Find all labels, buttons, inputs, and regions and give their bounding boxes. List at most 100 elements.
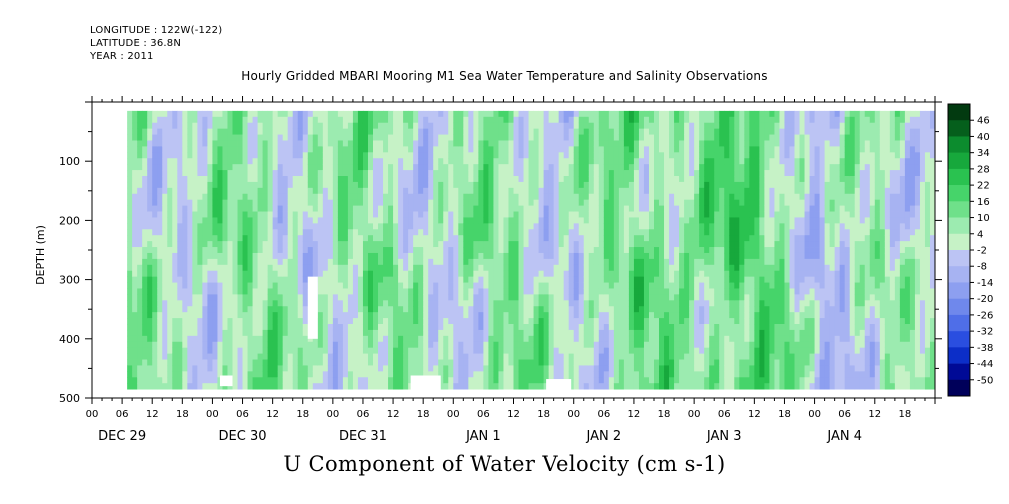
heatmap-cell: [654, 359, 660, 366]
heatmap-cell: [137, 241, 143, 248]
heatmap-cell: [498, 324, 504, 331]
heatmap-cell: [498, 110, 504, 118]
heatmap-cell: [152, 329, 158, 337]
heatmap-cell: [182, 359, 188, 366]
heatmap-cell: [553, 294, 560, 301]
heatmap-cell: [373, 371, 379, 378]
heatmap-cell: [613, 341, 620, 349]
heatmap-cell: [207, 146, 213, 153]
heatmap-cell: [548, 312, 555, 319]
heatmap-cell: [503, 264, 509, 272]
heatmap-cell: [252, 247, 258, 254]
heatmap-cell: [408, 217, 414, 224]
heatmap-cell: [292, 122, 299, 130]
heatmap-cell: [608, 247, 615, 254]
heatmap-cell: [573, 335, 580, 343]
heatmap-cell: [247, 158, 253, 165]
heatmap-cell: [157, 128, 163, 135]
heatmap-cell: [307, 235, 314, 242]
heatmap-cell: [528, 217, 534, 224]
heatmap-cell: [598, 205, 605, 212]
heatmap-cell: [352, 282, 359, 289]
heatmap-cell: [267, 318, 274, 325]
heatmap-cell: [257, 282, 264, 289]
heatmap-cell: [403, 359, 409, 366]
heatmap-cell: [247, 152, 253, 159]
heatmap-cell: [132, 217, 138, 224]
heatmap-cell: [373, 152, 379, 159]
heatmap-cell: [232, 294, 238, 301]
heatmap-cell: [352, 235, 359, 242]
heatmap-cell: [388, 223, 394, 230]
heatmap-cell: [648, 306, 655, 313]
heatmap-cell: [172, 181, 178, 189]
heatmap-cell: [503, 235, 509, 242]
heatmap-cell: [383, 276, 389, 283]
heatmap-cell: [192, 324, 198, 331]
heatmap-cell: [618, 276, 625, 283]
heatmap-cell: [553, 229, 560, 236]
heatmap-cell: [367, 318, 374, 325]
heatmap-cell: [187, 359, 193, 366]
heatmap-cell: [418, 229, 424, 236]
heatmap-cell: [127, 146, 133, 153]
heatmap-cell: [373, 176, 379, 183]
heatmap-cell: [613, 294, 620, 301]
heatmap-cell: [608, 140, 615, 147]
heatmap-cell: [342, 359, 349, 366]
heatmap-cell: [342, 341, 349, 349]
heatmap-cell: [518, 170, 524, 177]
heatmap-cell: [623, 235, 630, 242]
heatmap-cell: [403, 235, 409, 242]
heatmap-cell: [603, 217, 610, 224]
heatmap-cell: [252, 276, 258, 283]
heatmap-cell: [232, 300, 238, 307]
heatmap-cell: [317, 252, 324, 260]
heatmap-cell: [207, 335, 213, 343]
heatmap-cell: [137, 187, 143, 195]
heatmap-cell: [533, 140, 539, 147]
heatmap-cell: [202, 223, 208, 230]
heatmap-cell: [142, 176, 148, 183]
heatmap-cell: [367, 140, 374, 147]
heatmap-cell: [317, 276, 324, 283]
heatmap-cell: [383, 122, 389, 130]
heatmap-cell: [473, 247, 479, 254]
heatmap-cell: [383, 335, 389, 343]
heatmap-cell: [598, 270, 605, 278]
heatmap-cell: [157, 181, 163, 189]
heatmap-cell: [237, 229, 243, 236]
heatmap-cell: [598, 371, 605, 378]
heatmap-cell: [608, 176, 615, 183]
heatmap-cell: [322, 270, 329, 278]
heatmap-cell: [137, 318, 143, 325]
heatmap-cell: [513, 288, 519, 295]
heatmap-cell: [312, 187, 319, 195]
heatmap-cell: [518, 252, 524, 260]
heatmap-cell: [428, 164, 434, 171]
heatmap-cell: [187, 247, 193, 254]
heatmap-cell: [307, 341, 314, 349]
heatmap-cell: [518, 116, 524, 124]
heatmap-cell: [568, 359, 575, 366]
heatmap-cell: [177, 247, 183, 254]
heatmap-cell: [347, 276, 354, 283]
heatmap-cell: [247, 276, 253, 283]
heatmap-cell: [317, 217, 324, 224]
heatmap-cell: [403, 288, 409, 295]
heatmap-cell: [302, 359, 309, 366]
heatmap-cell: [553, 152, 560, 159]
heatmap-cell: [227, 170, 233, 177]
heatmap-cell: [638, 294, 645, 301]
heatmap-cell: [302, 146, 309, 153]
heatmap-cell: [453, 347, 459, 354]
heatmap-cell: [513, 383, 519, 390]
heatmap-cell: [478, 347, 484, 354]
heatmap-cell: [132, 294, 138, 301]
heatmap-cell: [267, 158, 274, 165]
heatmap-cell: [433, 116, 439, 124]
heatmap-cell: [508, 110, 514, 118]
heatmap-cell: [633, 270, 640, 278]
heatmap-cell: [498, 371, 504, 378]
heatmap-cell: [347, 164, 354, 171]
